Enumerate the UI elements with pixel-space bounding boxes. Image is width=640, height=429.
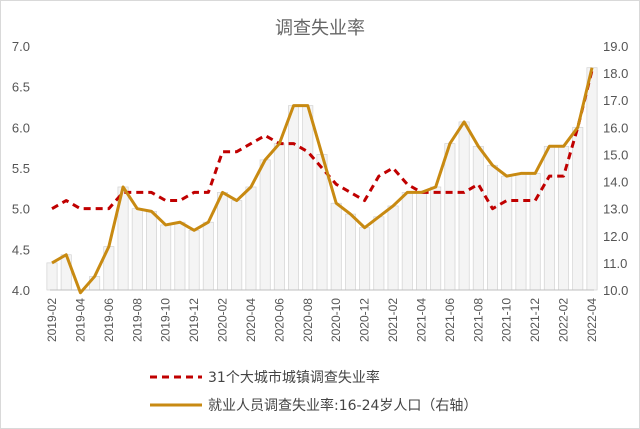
y-left-tick-label: 4.5	[12, 242, 30, 257]
x-tick-label: 2019-06	[102, 298, 116, 342]
y-right-tick-label: 15.0	[603, 147, 628, 162]
y-left-tick-label: 6.5	[12, 80, 30, 95]
backdrop-bar	[146, 211, 157, 291]
backdrop-bar	[458, 121, 470, 291]
axis-layer: 4.0 4.5 5.0 5.5 6.0 6.5 7.0 10.0 11.0 12.0 13.0 14.…	[12, 39, 628, 342]
y-left-tick-label: 6.0	[12, 120, 30, 135]
backdrop-bar	[401, 192, 413, 291]
backdrop-bar	[430, 186, 442, 291]
y-left-tick-label: 7.0	[12, 39, 30, 54]
backdrop-bar	[586, 67, 598, 291]
backdrop-bar	[387, 205, 399, 291]
backdrop-bar	[302, 105, 314, 291]
y-right-tick-label: 10.0	[603, 283, 628, 298]
y-left-tick-label: 5.0	[12, 202, 30, 217]
x-tick-label: 2020-10	[329, 298, 343, 342]
backdrop-bar	[444, 143, 456, 291]
backdrop-bar	[245, 186, 257, 291]
x-tick-label: 2019-08	[130, 298, 144, 342]
chart-title: 调查失业率	[275, 18, 365, 39]
backdrop-bar	[373, 216, 385, 291]
x-tick-label: 2019-12	[187, 298, 201, 342]
x-tick-label: 2020-06	[272, 298, 286, 342]
backdrop-bar	[273, 143, 285, 291]
backdrop-bar	[160, 224, 172, 291]
bars-layer	[46, 67, 598, 291]
x-tick-label: 2020-02	[216, 298, 230, 342]
backdrop-bar	[529, 173, 541, 291]
x-tick-label: 2022-02	[557, 298, 571, 342]
backdrop-bar	[316, 154, 328, 291]
x-tick-label: 2020-04	[244, 298, 258, 342]
x-tick-label: 2021-04	[414, 298, 428, 342]
backdrop-bar	[359, 227, 371, 291]
x-tick-label: 2022-04	[585, 298, 599, 342]
x-tick-label: 2021-08	[471, 298, 485, 342]
x-tick-label: 2019-02	[45, 298, 59, 342]
chart-legend: 31个大城市城镇调查失业率 就业人员调查失业率:16-24岁人口（右轴）	[150, 369, 477, 414]
legend-label-16-24: 就业人员调查失业率:16-24岁人口（右轴）	[208, 397, 477, 414]
y-right-tick-label: 19.0	[603, 39, 628, 54]
series-line-16-24	[51, 67, 594, 295]
y-right-tick-label: 11.0	[603, 256, 627, 271]
backdrop-bar	[416, 192, 427, 291]
backdrop-bar	[501, 175, 513, 291]
backdrop-bar	[188, 230, 200, 291]
y-right-tick-label: 17.0	[603, 93, 628, 108]
x-tick-label: 2021-10	[500, 298, 514, 342]
backdrop-bar	[344, 213, 356, 291]
y-left-tick-label: 4.0	[12, 283, 30, 298]
backdrop-bar	[330, 202, 342, 291]
x-tick-label: 2020-12	[358, 298, 372, 342]
backdrop-bar	[174, 221, 186, 291]
y-right-tick-label: 14.0	[603, 175, 628, 190]
y-left-tick-label: 5.5	[12, 161, 30, 176]
y-right-tick-label: 13.0	[603, 202, 628, 217]
backdrop-bar	[46, 262, 58, 291]
backdrop-bar	[288, 105, 300, 291]
x-tick-label: 2021-02	[386, 298, 400, 342]
x-tick-label: 2021-12	[528, 298, 542, 342]
series-line-31-cities	[51, 70, 594, 211]
x-tick-label: 2019-10	[159, 298, 173, 342]
x-tick-label: 2021-06	[443, 298, 457, 342]
backdrop-bar	[217, 192, 228, 291]
backdrop-bar	[572, 126, 584, 291]
lines-layer	[51, 67, 594, 295]
x-tick-label: 2019-04	[73, 298, 87, 342]
backdrop-bar	[131, 208, 143, 291]
y-right-tick-label: 12.0	[603, 229, 628, 244]
y-right-tick-label: 16.0	[603, 120, 628, 135]
backdrop-bar	[543, 145, 555, 291]
backdrop-bar	[487, 164, 498, 291]
y-right-tick-label: 18.0	[603, 66, 628, 81]
backdrop-bar	[202, 221, 214, 291]
backdrop-bar	[515, 173, 527, 291]
legend-label-31-cities: 31个大城市城镇调查失业率	[208, 369, 380, 386]
backdrop-bar	[472, 145, 484, 291]
backdrop-bar	[231, 200, 243, 291]
backdrop-bar	[259, 159, 271, 291]
x-tick-label: 2020-08	[301, 298, 315, 342]
